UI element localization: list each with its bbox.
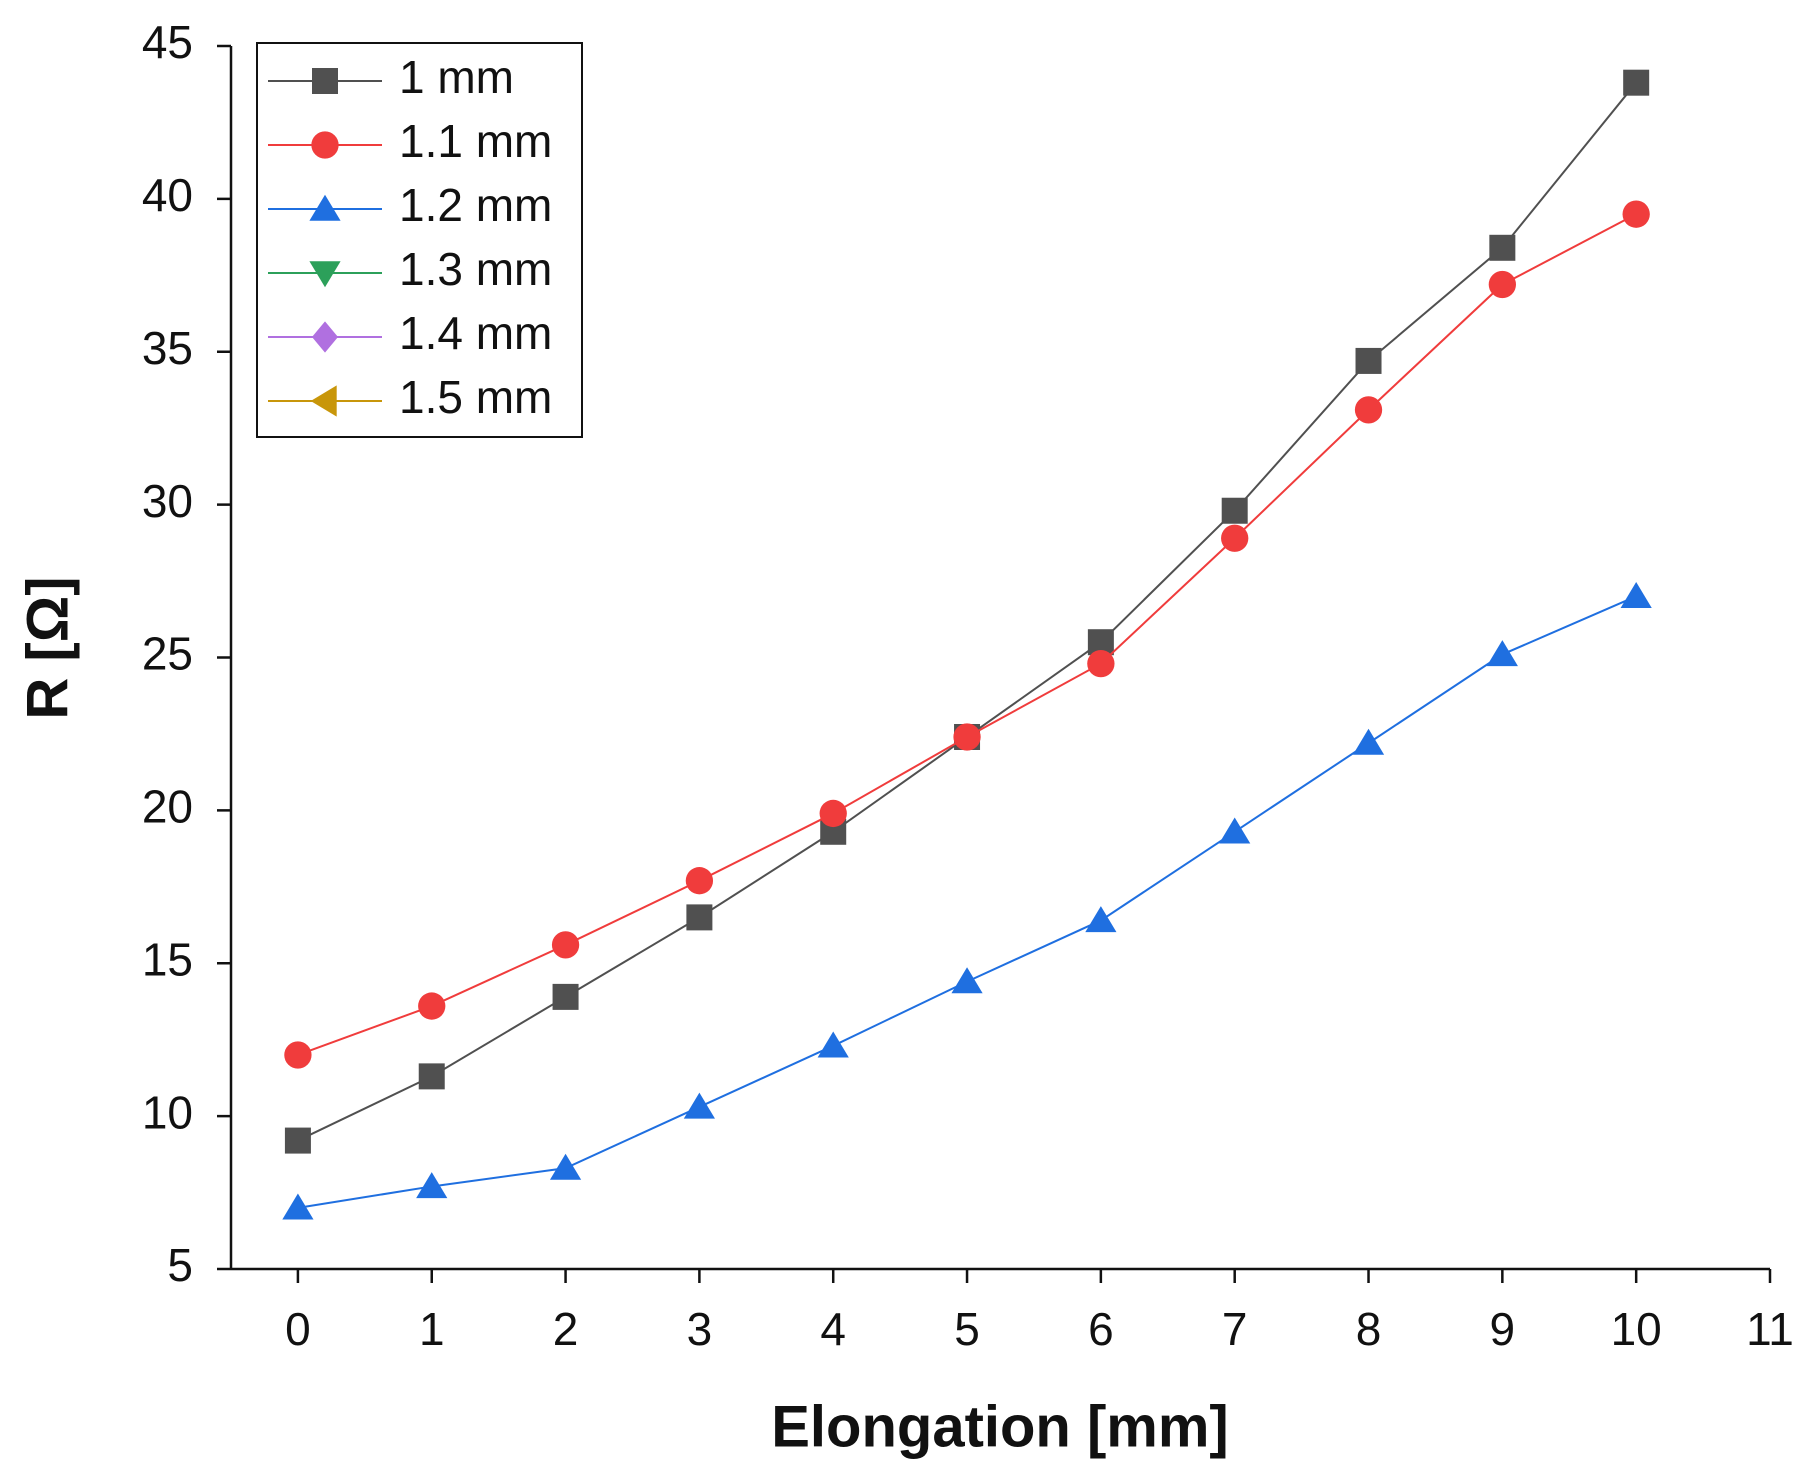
marker [309,261,341,288]
x-tick-label: 8 [1356,1303,1382,1355]
marker [284,1127,311,1154]
marker [1623,69,1650,96]
marker [953,723,981,751]
marker [951,967,983,994]
y-tick-label: 10 [142,1086,193,1138]
marker [1620,582,1652,609]
marker [549,1153,582,1180]
marker [551,931,580,959]
marker [1489,234,1516,261]
marker [686,904,713,931]
marker [1354,396,1383,424]
series-line [297,595,1637,1209]
marker [1221,497,1248,524]
x-tick-label: 0 [285,1303,311,1355]
x-tick-label: 6 [1088,1303,1114,1355]
x-tick-label: 11 [1746,1303,1794,1355]
marker [1221,524,1249,552]
marker [1355,347,1382,374]
y-tick-label: 25 [142,628,193,680]
marker [309,194,341,221]
x-tick-label: 10 [1611,1303,1662,1355]
marker [1219,817,1251,844]
x-tick-label: 1 [419,1303,445,1355]
marker [311,131,339,159]
y-tick-label: 20 [142,781,193,833]
marker [1488,270,1516,299]
y-tick-label: 35 [142,322,193,374]
marker [683,1092,715,1119]
legend-label: 1.5 mm [399,371,552,423]
marker [1087,649,1115,678]
x-axis-title: Elongation [mm] [771,1394,1229,1459]
legend: 1 mm 1.1 mm 1.2 mm 1.3 mm 1.4 mm 1.5 mm [256,42,583,438]
marker [1352,728,1385,755]
marker [819,799,847,828]
x-tick-label: 2 [553,1303,579,1355]
marker [416,1172,448,1199]
marker [418,1063,445,1090]
legend-box [256,42,583,438]
y-tick-label: 30 [142,475,193,527]
marker [282,1193,314,1220]
marker [1622,200,1650,228]
marker [284,1041,312,1069]
marker [418,992,446,1020]
x-tick-label: 5 [954,1303,980,1355]
legend-label: 1.4 mm [399,307,552,359]
y-axis-title: R [Ω] [15,576,80,719]
y-tick-label: 40 [142,169,193,221]
marker [685,867,714,895]
y-tick-label: 5 [167,1239,193,1291]
marker [1486,640,1518,667]
marker [312,68,338,94]
x-tick-label: 4 [820,1303,846,1355]
legend-label: 1 mm [399,51,514,103]
marker [312,321,338,353]
marker [310,385,337,417]
x-tick-label: 7 [1222,1303,1248,1355]
x-tick-label: 9 [1490,1303,1516,1355]
y-tick-label: 45 [142,16,193,68]
marker [552,983,579,1010]
legend-label: 1.2 mm [399,179,552,231]
x-tick-label: 3 [687,1303,713,1355]
legend-label: 1.1 mm [399,115,552,167]
marker [817,1031,849,1058]
marker [1085,906,1117,933]
y-tick-label: 15 [142,933,193,985]
legend-label: 1.3 mm [399,243,552,295]
